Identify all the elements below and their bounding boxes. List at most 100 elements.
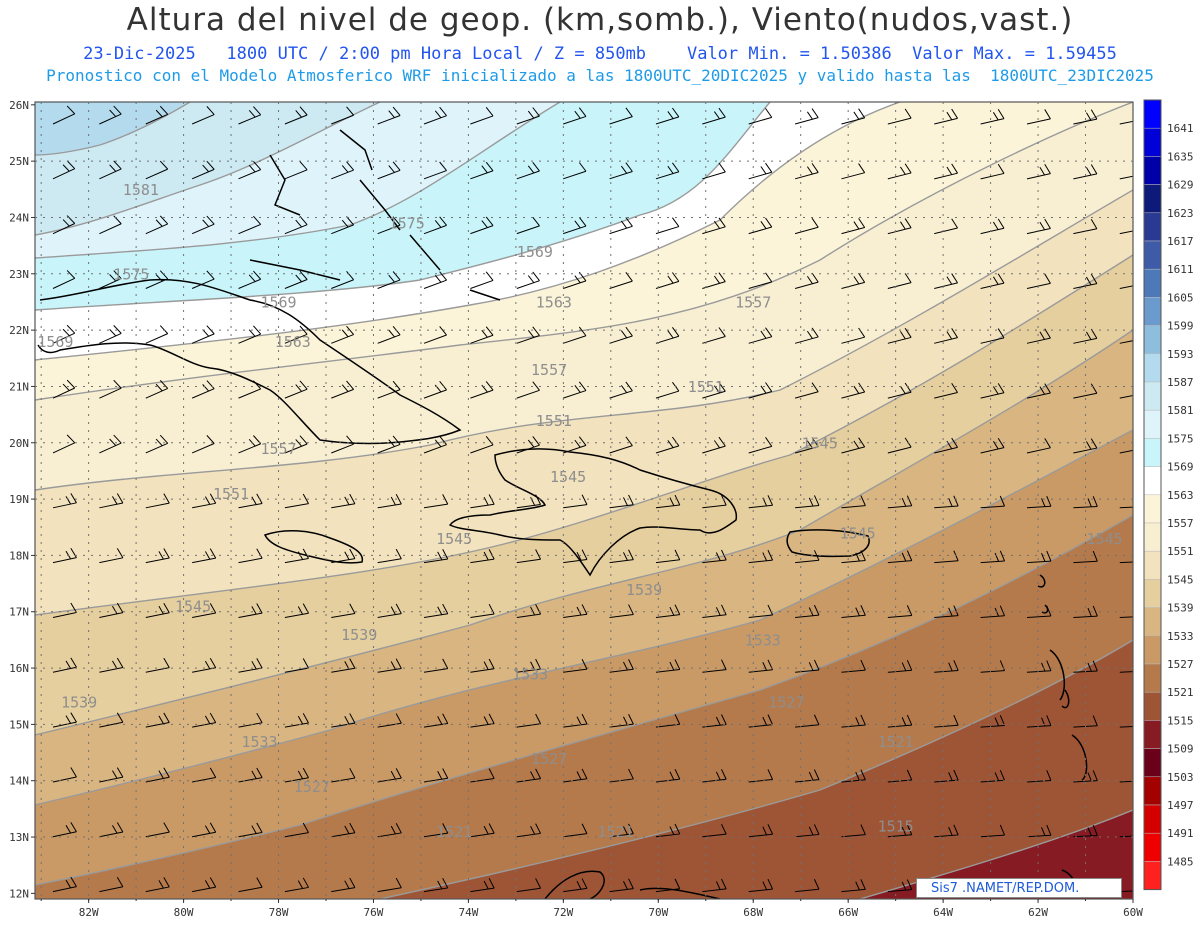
wind-barb <box>238 877 263 893</box>
wind-barb <box>563 604 588 618</box>
contour-line <box>35 514 1133 886</box>
puerto-rico-coastline <box>786 529 870 558</box>
wind-barb <box>980 273 1005 289</box>
wind-barb <box>145 105 169 125</box>
wind-barb <box>470 161 494 180</box>
wind-barb <box>1119 112 1133 125</box>
wind-barb <box>655 604 681 618</box>
contour-label: 1521 <box>598 823 634 841</box>
wind-barb <box>980 218 1005 235</box>
map-axes: 26N 25N 24N 23N 22N 21N 20N 19N 18N 17N 16N 15N 14N 1… <box>9 99 1143 919</box>
wind-barb <box>52 434 76 454</box>
wind-barb <box>52 160 76 180</box>
wind-barb <box>284 493 309 509</box>
wind-barb <box>702 823 727 838</box>
wind-barb <box>331 877 356 893</box>
wind-barb <box>238 270 262 289</box>
wind-barb <box>702 878 727 893</box>
wind-barb <box>563 659 588 673</box>
colorbar-label: 1635 <box>1167 150 1194 163</box>
wind-barb <box>563 768 588 783</box>
wind-barb <box>1026 824 1052 838</box>
wind-barb <box>423 823 449 838</box>
bahamas-coastline <box>249 129 501 301</box>
wind-barb <box>238 767 263 783</box>
wind-barb <box>655 878 681 893</box>
contour-label: 1575 <box>113 265 149 283</box>
wind-barb <box>609 107 633 125</box>
wind-barb <box>609 326 633 344</box>
wind-barb <box>99 105 122 125</box>
wind-barb <box>192 877 217 893</box>
wind-barb <box>1119 386 1133 399</box>
colorbar-swatch <box>1143 240 1162 270</box>
wind-barb <box>887 550 913 564</box>
colorbar-swatch <box>1143 381 1162 411</box>
wind-barb <box>934 328 958 344</box>
wind-barb <box>980 769 1006 783</box>
wind-barb <box>1026 164 1051 180</box>
wind-barb <box>609 714 634 728</box>
wind-barb <box>702 604 727 618</box>
lat-tick-label: 17N <box>9 606 29 619</box>
wind-barb <box>841 824 866 838</box>
wind-barb <box>1119 506 1133 509</box>
wind-barb <box>1119 340 1133 344</box>
wind-barb <box>563 436 587 454</box>
wind-barb <box>748 217 773 235</box>
wind-barb <box>145 877 170 893</box>
contour-label: 1539 <box>61 693 97 711</box>
wind-barb <box>655 823 681 838</box>
contour-line <box>35 189 1133 491</box>
colorbar-label: 1605 <box>1167 291 1194 304</box>
wind-barb <box>748 824 774 838</box>
wind-barb <box>191 435 215 454</box>
wind-barb <box>563 217 587 235</box>
wind-barb <box>145 434 169 454</box>
colorbar-label: 1593 <box>1167 348 1194 361</box>
wind-barb <box>1026 495 1052 509</box>
wind-barb <box>748 437 773 454</box>
wind-barb <box>748 714 774 728</box>
wind-barb <box>238 603 263 618</box>
wind-barb <box>887 218 912 235</box>
colorbar-label: 1641 <box>1167 122 1194 135</box>
wind-barb <box>841 272 866 289</box>
wind-barb <box>470 549 495 564</box>
lat-tick-label: 20N <box>9 437 29 450</box>
wind-barb <box>887 273 912 289</box>
wind-barb <box>284 106 308 125</box>
wind-barb <box>794 163 819 180</box>
wind-barb <box>1119 616 1133 618</box>
wind-barb <box>1026 109 1051 125</box>
colorbar-label: 1545 <box>1167 573 1194 586</box>
wind-barb <box>52 657 77 673</box>
contour-label: 1545 <box>802 434 838 452</box>
wind-barb <box>887 108 912 125</box>
wind-barb <box>980 824 1006 838</box>
hispaniola-coastline <box>448 448 738 577</box>
wind-barb <box>238 822 263 838</box>
wind-barb <box>655 162 680 180</box>
wind-barb <box>934 495 959 509</box>
colorbar-label: 1623 <box>1167 207 1194 220</box>
wind-barb <box>934 660 959 673</box>
wind-barb <box>795 550 820 564</box>
wind-barb <box>1073 383 1098 399</box>
colorbar-swatch <box>1143 522 1162 552</box>
wind-barb <box>284 713 309 728</box>
wind-barb <box>377 435 401 454</box>
wind-barb <box>609 272 633 289</box>
wind-barb <box>191 270 215 289</box>
contour-labels: 1581 1575 1575 1569 1569 1569 1563 1563 1557 1557… <box>37 181 1122 841</box>
wind-barb <box>934 769 959 783</box>
wind-barb <box>238 658 263 673</box>
wind-barb <box>145 767 170 783</box>
wind-barb <box>702 494 727 509</box>
wind-barb <box>748 272 773 289</box>
wind-barb <box>841 108 866 125</box>
wind-barb <box>377 658 402 673</box>
wind-barb <box>795 879 820 893</box>
wind-barb <box>284 216 308 235</box>
